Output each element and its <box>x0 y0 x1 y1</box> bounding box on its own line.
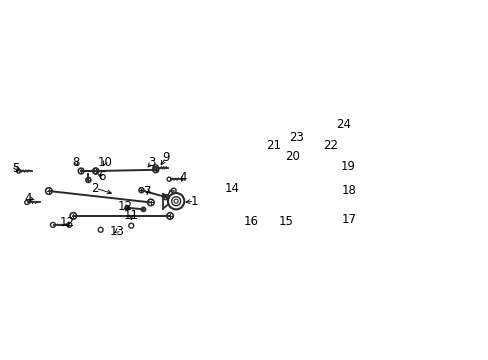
Text: 12: 12 <box>118 200 132 213</box>
Bar <box>259 217 280 227</box>
Text: 23: 23 <box>288 131 304 144</box>
Text: 21: 21 <box>266 139 281 152</box>
Text: 20: 20 <box>285 150 299 163</box>
Text: 3: 3 <box>148 156 155 169</box>
Text: 8: 8 <box>72 156 80 169</box>
Text: 10: 10 <box>97 156 112 169</box>
Text: 1: 1 <box>190 195 198 208</box>
Text: 2: 2 <box>91 182 99 195</box>
Text: 24: 24 <box>335 118 350 131</box>
Text: 7: 7 <box>143 185 151 198</box>
Text: 14: 14 <box>224 182 240 195</box>
Text: 22: 22 <box>322 139 337 152</box>
Text: 19: 19 <box>340 161 355 174</box>
Text: 5: 5 <box>13 162 20 175</box>
Text: 18: 18 <box>342 184 356 197</box>
Text: 16: 16 <box>244 215 259 228</box>
Text: 4: 4 <box>180 171 187 184</box>
Text: 13: 13 <box>109 225 124 238</box>
Text: 15: 15 <box>278 215 293 228</box>
Text: 12: 12 <box>59 216 74 229</box>
Text: 9: 9 <box>162 151 169 164</box>
Text: 17: 17 <box>341 213 356 226</box>
Text: 6: 6 <box>98 170 105 183</box>
Text: 4: 4 <box>24 192 32 205</box>
Text: 11: 11 <box>123 210 139 222</box>
